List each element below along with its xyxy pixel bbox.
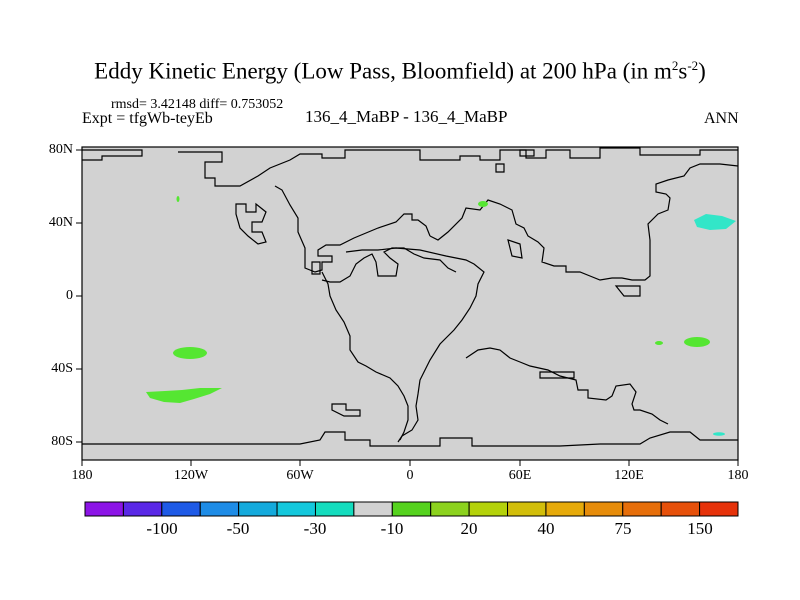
lon-label-60e: 60E	[508, 468, 532, 483]
australia-indonesia-outline	[465, 347, 669, 425]
colorbar-label-minus100: -100	[146, 519, 178, 538]
map-background	[82, 147, 738, 460]
lon-label-120e: 120E	[614, 468, 644, 483]
eurasia-outline	[429, 163, 739, 281]
colorbar-label-20: 20	[460, 519, 478, 538]
africa-outline	[345, 247, 485, 443]
green-patch-asia	[478, 201, 488, 207]
lon-label-120w: 120W	[173, 468, 209, 483]
colorbar-label-75: 75	[614, 519, 632, 538]
cyan-patch-north-pacific	[694, 214, 736, 230]
colorbar-swatch	[583, 501, 624, 517]
colorbar-swatch	[468, 501, 509, 517]
colorbar-swatch	[507, 501, 547, 517]
continent-outlines	[82, 147, 739, 447]
colorbar-swatch	[622, 501, 662, 517]
antarctica-coast	[82, 431, 738, 447]
field-patches	[146, 196, 736, 436]
colorbar	[84, 501, 739, 517]
case-label: 136_4_MaBP - 136_4_MaBP	[305, 107, 508, 126]
lat-label-40s: 40S	[51, 361, 73, 376]
lat-label-eq: 0	[66, 288, 73, 303]
colorbar-swatch	[660, 501, 701, 517]
arctic-coast	[82, 147, 738, 187]
colorbar-swatch	[430, 501, 470, 517]
lat-label-40n: 40N	[48, 215, 73, 230]
atlantic-inner-coast	[321, 247, 457, 283]
colorbar-swatch	[391, 501, 432, 517]
colorbar-swatch	[699, 501, 739, 517]
colorbar-swatch	[84, 501, 124, 517]
colorbar-label-40: 40	[537, 519, 555, 538]
south-america-outline	[321, 271, 409, 441]
colorbar-swatch	[353, 501, 393, 517]
colorbar-label-minus50: -50	[226, 519, 250, 538]
lat-label-80n: 80N	[48, 142, 73, 157]
season-label: ANN	[704, 110, 739, 127]
plot-title: Eddy Kinetic Energy (Low Pass, Bloomfiel…	[94, 58, 706, 84]
experiment-label: Expt = tfgWb-teyEb	[82, 110, 213, 127]
colorbar-label-minus10: -10	[380, 519, 404, 538]
colorbar-swatch	[122, 501, 163, 517]
colorbar-swatch	[161, 501, 201, 517]
green-patch-tiny	[176, 196, 180, 202]
colorbar-swatch	[314, 501, 355, 517]
colorbar-label-150: 150	[687, 519, 713, 538]
colorbar-swatch	[199, 501, 240, 517]
green-patch-small-east	[655, 341, 663, 345]
colorbar-swatch	[238, 501, 278, 517]
lon-label-60w: 60W	[286, 468, 314, 483]
axis-ticks	[76, 149, 739, 466]
stats-line: rmsd= 3.42148 diff= 0.753052	[111, 97, 284, 112]
colorbar-label-minus30: -30	[303, 519, 327, 538]
lon-label-0: 0	[406, 468, 414, 483]
lon-label-180e: 180	[727, 468, 749, 483]
lon-label-180w: 180	[71, 468, 93, 483]
colorbar-swatch	[545, 501, 585, 517]
lat-label-80s: 80S	[51, 434, 73, 449]
green-patch-south-pacific-2	[146, 388, 222, 403]
north-america-outline	[274, 185, 431, 273]
colorbar-swatch	[276, 501, 316, 517]
islands-outline	[235, 149, 641, 417]
green-patch-south-pacific-east	[684, 337, 710, 347]
green-patch-south-pacific-1	[173, 347, 207, 359]
cyan-patch-south	[713, 432, 725, 436]
